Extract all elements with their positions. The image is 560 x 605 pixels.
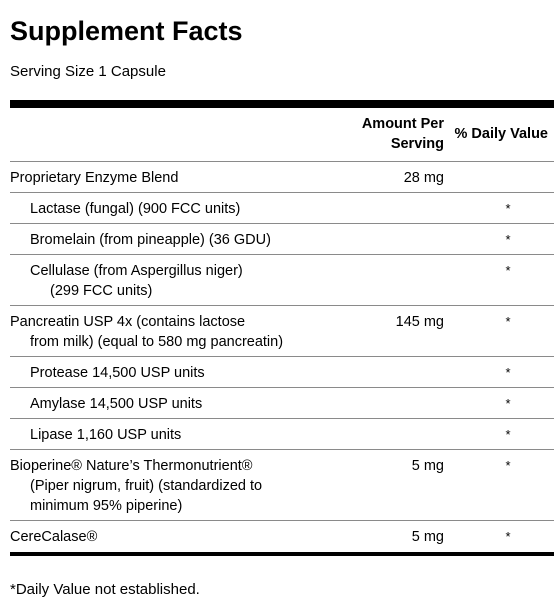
ingredient-daily-value: * — [505, 314, 511, 329]
bottom-thick-divider — [10, 552, 554, 556]
row-divider — [10, 305, 554, 306]
ingredient-name: Cellulase (from Aspergillus niger) (299 … — [30, 261, 320, 301]
ingredient-daily-value: * — [505, 458, 511, 473]
ingredient-name: Lipase 1,160 USP units — [30, 427, 182, 443]
row-divider — [10, 356, 554, 357]
row-divider — [10, 387, 554, 388]
ingredient-name: Proprietary Enzyme Blend — [10, 170, 179, 186]
ingredient-name: Bioperine® Nature’s Thermonutrient® (Pip… — [10, 456, 310, 516]
amount-header-line2: Serving — [390, 136, 444, 152]
amount-header-line1: Amount Per — [361, 116, 444, 132]
ingredient-amount: 145 mg — [395, 314, 444, 330]
row-divider — [10, 418, 554, 419]
ingredient-name-line1: Pancreatin USP 4x (contains lactose — [10, 314, 246, 330]
ingredient-amount: 5 mg — [411, 458, 444, 474]
row-divider — [10, 192, 554, 193]
ingredient-daily-value: * — [505, 263, 511, 278]
ingredient-name: Amylase 14,500 USP units — [30, 396, 203, 412]
row-divider — [10, 161, 554, 162]
ingredient-name-line2: (Piper nigrum, fruit) (standardized to — [30, 478, 263, 494]
ingredient-name: Bromelain (from pineapple) (36 GDU) — [30, 232, 271, 248]
ingredient-daily-value: * — [505, 365, 511, 380]
table-header: Amount Per Serving % Daily Value — [10, 114, 554, 159]
ingredient-amount: 5 mg — [411, 529, 444, 545]
ingredient-daily-value: * — [505, 232, 511, 247]
ingredient-name: CereCalase® — [10, 529, 98, 545]
panel-title: Supplement Facts — [10, 16, 243, 46]
serving-size: Serving Size 1 Capsule — [10, 63, 166, 80]
row-divider — [10, 223, 554, 224]
row-divider — [10, 520, 554, 521]
ingredient-daily-value: * — [505, 427, 511, 442]
ingredient-name-line3: minimum 95% piperine) — [30, 498, 183, 514]
ingredient-name: Protease 14,500 USP units — [30, 365, 205, 381]
ingredient-name-line2: from milk) (equal to 580 mg pancreatin) — [30, 334, 284, 350]
ingredient-name-line1: Bioperine® Nature’s Thermonutrient® — [10, 458, 253, 474]
amount-per-serving-header: Amount Per Serving — [334, 114, 444, 154]
daily-value-footnote: *Daily Value not established. — [10, 581, 200, 598]
ingredient-name-line2: (299 FCC units) — [50, 283, 153, 299]
row-divider — [10, 449, 554, 450]
ingredient-name: Lactase (fungal) (900 FCC units) — [30, 201, 241, 217]
top-thick-divider — [10, 100, 554, 108]
row-divider — [10, 254, 554, 255]
ingredient-name-line1: Cellulase (from Aspergillus niger) — [30, 263, 243, 279]
ingredient-daily-value: * — [505, 529, 511, 544]
ingredient-name: Pancreatin USP 4x (contains lactose from… — [10, 312, 310, 352]
ingredient-daily-value: * — [505, 201, 511, 216]
ingredient-amount: 28 mg — [403, 170, 444, 186]
ingredient-daily-value: * — [505, 396, 511, 411]
daily-value-header: % Daily Value — [454, 126, 549, 142]
